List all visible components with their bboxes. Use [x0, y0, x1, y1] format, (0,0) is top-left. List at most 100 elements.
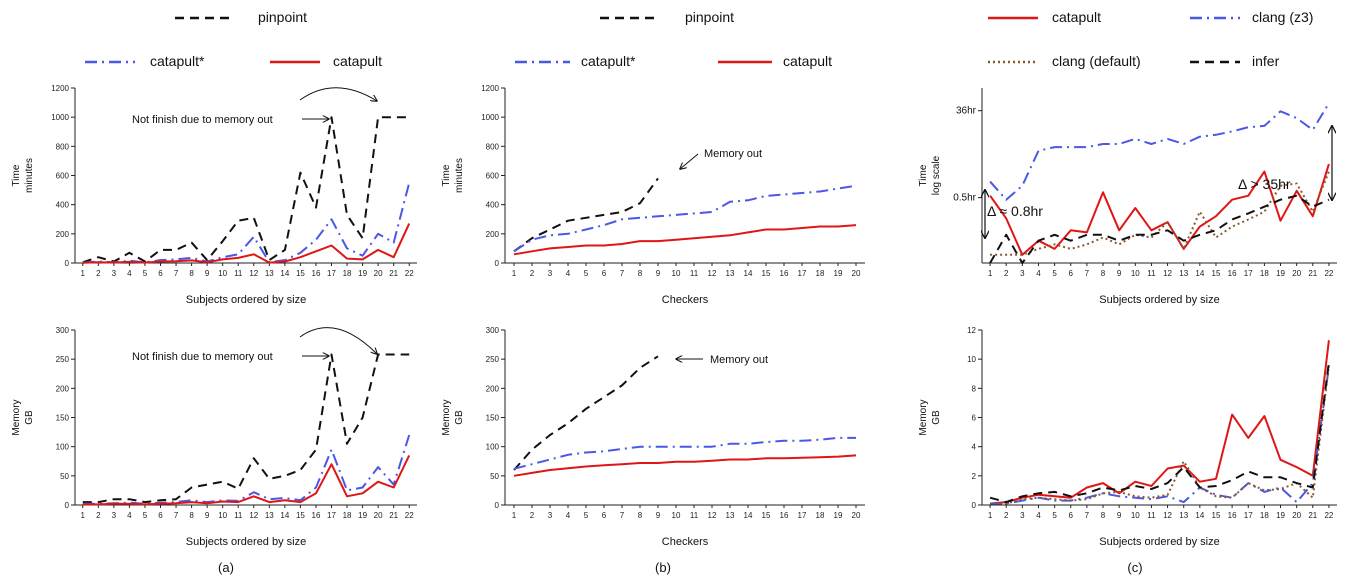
x-tick-label: 5	[143, 269, 148, 278]
y-tick-label: 150	[486, 414, 500, 423]
y-tick-label: 300	[56, 326, 70, 335]
x-tick-label: 13	[265, 511, 274, 520]
series-line-catapult	[989, 163, 1330, 256]
annotation-b-time: Memory out	[680, 148, 762, 169]
x-tick-label: 14	[744, 269, 753, 278]
annotation-delta-right: Δ > 35hr	[1238, 176, 1291, 192]
x-tick-label: 21	[1308, 269, 1317, 278]
y-tick-label: 2	[972, 472, 977, 481]
subfig-label-a: (a)	[218, 560, 234, 575]
y-axis-label: Memory	[11, 399, 22, 435]
series-line-clang-default	[990, 171, 1330, 256]
y-tick-label: 1000	[51, 113, 69, 122]
y-tick-label: 100	[56, 443, 70, 452]
x-tick-label: 2	[96, 269, 101, 278]
x-tick-label: 16	[1228, 269, 1237, 278]
annotation-text: Memory out	[710, 354, 768, 366]
x-tick-label: 7	[174, 511, 179, 520]
x-tick-label: 11	[1147, 269, 1156, 278]
y-tick-label: 1200	[51, 84, 69, 93]
x-tick-label: 21	[1308, 511, 1317, 520]
x-tick-label: 14	[1195, 511, 1204, 520]
x-tick-label: 11	[1147, 511, 1156, 520]
y-tick-label: 50	[490, 472, 499, 481]
series-line-pinpoint	[513, 355, 659, 471]
x-tick-label: 15	[1212, 511, 1221, 520]
subfig-label-b: (b)	[655, 560, 671, 575]
x-tick-label: 18	[816, 269, 825, 278]
x-tick-label: 15	[762, 511, 771, 520]
x-tick-label: 6	[602, 511, 607, 520]
x-tick-label: 7	[620, 511, 625, 520]
subfig-label-c: (c)	[1127, 560, 1142, 575]
x-tick-label: 18	[1260, 511, 1269, 520]
annotation-a-time: Not finish due to memory out	[132, 87, 377, 126]
x-tick-label: 17	[798, 269, 807, 278]
x-tick-label: 2	[96, 511, 101, 520]
x-tick-label: 21	[389, 269, 398, 278]
x-tick-label: 4	[1036, 269, 1041, 278]
series-line-catapult	[513, 454, 857, 477]
x-tick-label: 8	[638, 511, 643, 520]
x-tick-label: 8	[1101, 511, 1106, 520]
x-tick-label: 10	[1131, 269, 1140, 278]
x-tick-label: 17	[798, 511, 807, 520]
y-tick-label: 10	[967, 355, 976, 364]
x-tick-label: 10	[672, 269, 681, 278]
x-axis-label: Checkers	[662, 536, 709, 548]
y-tick-label: 200	[56, 384, 70, 393]
x-tick-label: 20	[852, 511, 861, 520]
series-line-clang-z3	[990, 366, 1330, 505]
y-tick-label: 0	[495, 501, 500, 510]
x-tick-label: 1	[512, 269, 517, 278]
x-tick-label: 9	[1117, 511, 1122, 520]
y-tick-label: 12	[967, 326, 976, 335]
legend-label-pinpoint: pinpoint	[258, 9, 307, 25]
x-tick-label: 16	[312, 269, 321, 278]
x-axis-label: Subjects ordered by size	[1099, 294, 1219, 306]
x-tick-label: 16	[312, 511, 321, 520]
x-tick-label: 6	[158, 269, 163, 278]
x-tick-label: 2	[1004, 269, 1009, 278]
x-tick-label: 10	[1131, 511, 1140, 520]
x-tick-label: 20	[374, 511, 383, 520]
x-tick-label: 6	[1069, 511, 1074, 520]
annotation-arrow	[299, 87, 377, 101]
x-tick-label: 3	[548, 269, 553, 278]
x-tick-label: 18	[343, 269, 352, 278]
x-tick-label: 15	[1212, 269, 1221, 278]
series-line-infer	[989, 361, 1330, 504]
x-tick-label: 19	[1276, 269, 1285, 278]
annotation-text: Not finish due to memory out	[132, 351, 273, 363]
x-tick-label: 11	[234, 511, 243, 520]
legend-label-infer: infer	[1252, 53, 1280, 69]
x-tick-label: 9	[656, 511, 661, 520]
y-tick-label: 200	[56, 230, 70, 239]
x-tick-label: 15	[762, 269, 771, 278]
x-tick-label: 22	[1324, 269, 1333, 278]
x-tick-label: 13	[1179, 511, 1188, 520]
x-tick-label: 18	[1260, 269, 1269, 278]
legend-label-clang-default: clang (default)	[1052, 53, 1141, 69]
y-tick-label: 8	[972, 384, 977, 393]
x-tick-label: 22	[405, 511, 414, 520]
legend-label-catapult: catapult	[1052, 9, 1101, 25]
series-line-catapult-star	[513, 184, 857, 253]
x-tick-label: 12	[249, 511, 258, 520]
y-tick-label: 150	[56, 414, 70, 423]
annotation-delta-left: Δ ≈ 0.8hr	[987, 203, 1043, 219]
x-tick-label: 5	[584, 269, 589, 278]
legend-label-clang-z3: clang (z3)	[1252, 9, 1313, 25]
annotation-c-time: Δ ≈ 0.8hr Δ > 35hr	[985, 126, 1332, 238]
annotation-text: Not finish due to memory out	[132, 114, 273, 126]
x-tick-label: 15	[296, 269, 305, 278]
x-tick-label: 4	[566, 269, 571, 278]
y-axis-label: Time	[441, 164, 452, 186]
x-tick-label: 12	[1163, 269, 1172, 278]
x-tick-label: 20	[1292, 269, 1301, 278]
x-tick-label: 6	[1069, 269, 1074, 278]
